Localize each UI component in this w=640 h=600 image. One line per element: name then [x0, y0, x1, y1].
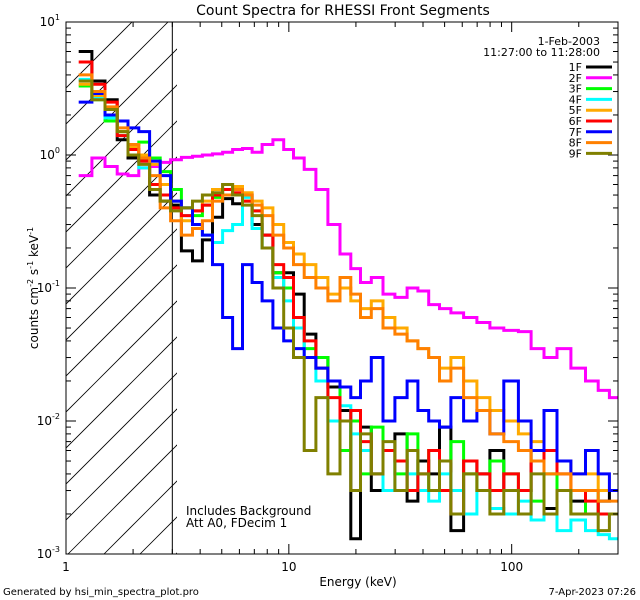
- legend-label-8f: 8F: [569, 137, 582, 150]
- y-tick-base: 10: [37, 547, 52, 561]
- y-tick-exponent: -3: [52, 545, 60, 554]
- x-tick-label: 1: [62, 560, 70, 574]
- y-tick-label: 10-3: [37, 545, 60, 561]
- y-tick-label: 101: [40, 13, 60, 29]
- legend-label-1f: 1F: [569, 61, 582, 74]
- y-tick-exponent: 1: [55, 13, 60, 22]
- hatch-line: [66, 336, 177, 449]
- legend-label-7f: 7F: [569, 126, 582, 139]
- timestamp-footer: 7-Apr-2023 07:26: [549, 587, 636, 598]
- series-layer: [78, 50, 618, 541]
- observation-date: 1-Feb-2003: [538, 35, 600, 48]
- excluded-energy-hatch: [66, 0, 640, 554]
- hatch-line: [608, 0, 640, 554]
- legend-label-9f: 9F: [569, 147, 582, 160]
- x-tick-labels: 1 10 100: [62, 560, 523, 574]
- hatch-line: [66, 372, 177, 485]
- y-tick-base: 10: [40, 148, 55, 162]
- y-tick-base: 10: [40, 15, 55, 29]
- generated-by-footer: Generated by hsi_min_spectra_plot.pro: [3, 587, 199, 598]
- y-tick-base: 10: [37, 414, 52, 428]
- y-tick-base: 10: [37, 281, 52, 295]
- observation-time-range: 11:27:00 to 11:28:00: [483, 46, 600, 59]
- y-axis-label: counts cm-2 s-1 keV-1: [26, 227, 41, 349]
- hatch-line: [320, 0, 640, 554]
- y-tick-label: 10-2: [37, 412, 60, 428]
- y-tick-label: 10-1: [37, 279, 60, 295]
- hatch-line: [428, 0, 640, 554]
- legend-label-6f: 6F: [569, 115, 582, 128]
- axis-ticks: [65, 21, 619, 555]
- hatch-line: [67, 444, 177, 554]
- hatch-line: [66, 408, 177, 521]
- spectrum-line-9f: [78, 79, 618, 533]
- y-tick-exponent: -2: [52, 412, 60, 421]
- hatch-line: [572, 0, 640, 554]
- annotation-background: Includes Background: [186, 504, 311, 518]
- spectrum-line-2f: [78, 138, 618, 400]
- y-tick-exponent: -1: [52, 279, 60, 288]
- hatch-line: [66, 120, 177, 233]
- annotation-attenuator: Att A0, FDecim 1: [186, 516, 287, 530]
- legend-label-4f: 4F: [569, 93, 582, 106]
- x-tick-label: 100: [500, 560, 523, 574]
- hatch-line: [66, 156, 177, 269]
- hatch-line: [139, 516, 177, 554]
- y-tick-exponent: 0: [55, 146, 60, 155]
- x-tick-label: 10: [281, 560, 296, 574]
- x-axis-label: Energy (keV): [319, 575, 396, 589]
- chart-title: Count Spectra for RHESSI Front Segments: [196, 3, 490, 19]
- y-tick-label: 100: [40, 146, 60, 162]
- legend-label-3f: 3F: [569, 83, 582, 96]
- legend-label-5f: 5F: [569, 104, 582, 117]
- hatch-line: [536, 0, 640, 554]
- spectrum-line-7f: [78, 92, 618, 492]
- hatch-line: [66, 192, 177, 305]
- hatch-line: [66, 22, 133, 89]
- legend-label-2f: 2F: [569, 72, 582, 85]
